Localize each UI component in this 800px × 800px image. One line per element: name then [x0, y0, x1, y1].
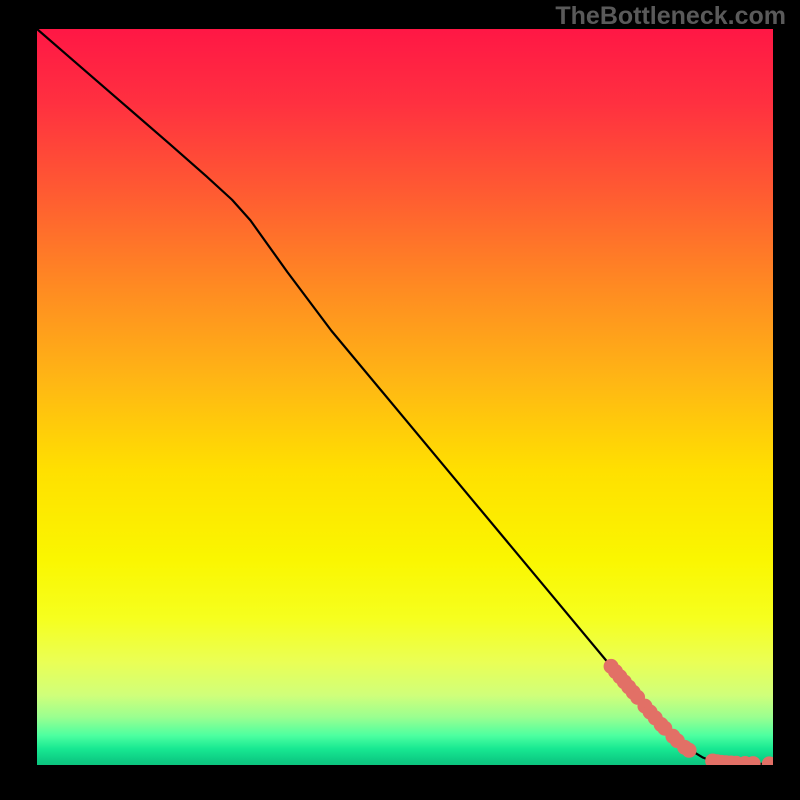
bottleneck-curve	[37, 29, 773, 764]
curve-overlay	[37, 29, 773, 765]
chart-stage: TheBottleneck.com	[0, 0, 800, 800]
data-marker	[762, 757, 773, 765]
plot-area	[37, 29, 773, 765]
data-marker	[682, 743, 696, 757]
watermark-text: TheBottleneck.com	[555, 2, 786, 31]
